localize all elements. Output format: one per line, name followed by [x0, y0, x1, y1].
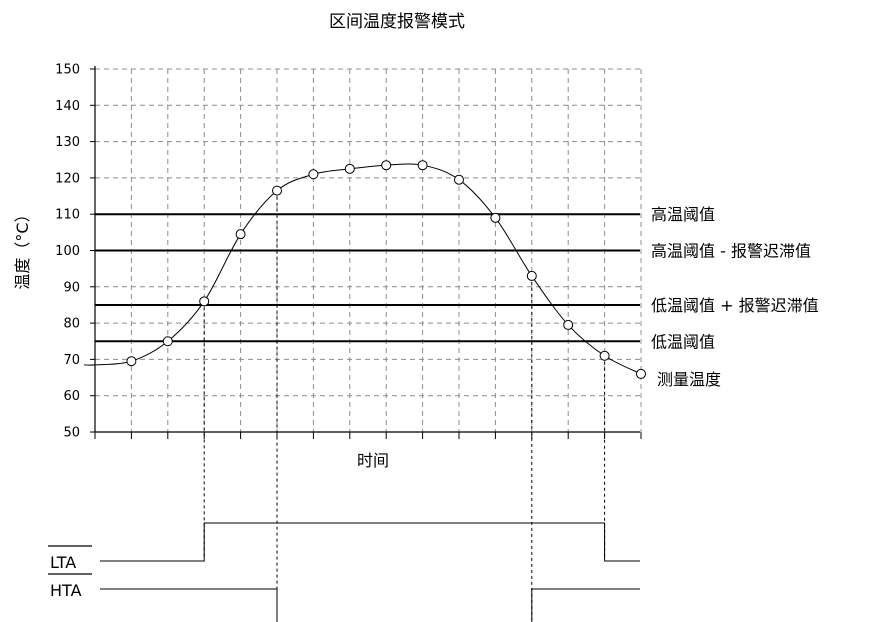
chart-title: 区间温度报警模式 [329, 12, 465, 32]
y-tick-labels: 50 60 70 80 90 100 110 120 130 140 150 [55, 63, 80, 441]
lta-waveform [100, 522, 640, 562]
y-tick-label: 120 [55, 171, 80, 186]
data-point [272, 185, 282, 196]
threshold-label: 高温阈值 - 报警迟滞值 [651, 242, 811, 261]
data-point [417, 160, 428, 171]
data-point [162, 336, 173, 347]
data-point [308, 169, 319, 180]
alarm-signals: LTA HTA [48, 522, 640, 622]
axes [90, 66, 642, 439]
data-points [126, 160, 646, 379]
y-tick-label: 90 [63, 280, 80, 295]
crossing-guides [203, 190, 606, 620]
y-tick-label: 140 [55, 99, 80, 114]
series-label-measured: 测量温度 [657, 370, 721, 389]
y-tick-label: 80 [63, 317, 80, 332]
y-tick-label: 60 [63, 389, 80, 404]
data-point [563, 319, 574, 330]
data-point [599, 350, 610, 361]
data-point [454, 174, 464, 185]
y-axis-label: 温度（°C） [13, 206, 32, 289]
y-tick-label: 50 [63, 426, 80, 441]
threshold-label: 高温阈值 [651, 205, 715, 224]
data-point [199, 296, 210, 307]
hta-waveform [100, 588, 640, 622]
threshold-label: 低温阈值 [651, 332, 715, 351]
threshold-label: 低温阈值 + 报警迟滞值 [651, 296, 819, 315]
y-tick-label: 70 [63, 353, 80, 368]
data-point [636, 368, 646, 379]
data-point [126, 356, 137, 367]
y-tick-label: 130 [55, 135, 80, 150]
data-point [490, 212, 501, 223]
y-tick-label: 100 [55, 244, 80, 259]
y-tick-label: 110 [55, 208, 80, 223]
signal-label-hta: HTA [50, 581, 82, 600]
data-point [344, 163, 355, 174]
x-axis-label: 时间 [357, 451, 389, 470]
y-tick-label: 150 [55, 63, 80, 78]
signal-label-lta: LTA [50, 553, 76, 572]
data-point [526, 270, 537, 281]
data-point [235, 229, 246, 240]
data-point [381, 160, 392, 171]
